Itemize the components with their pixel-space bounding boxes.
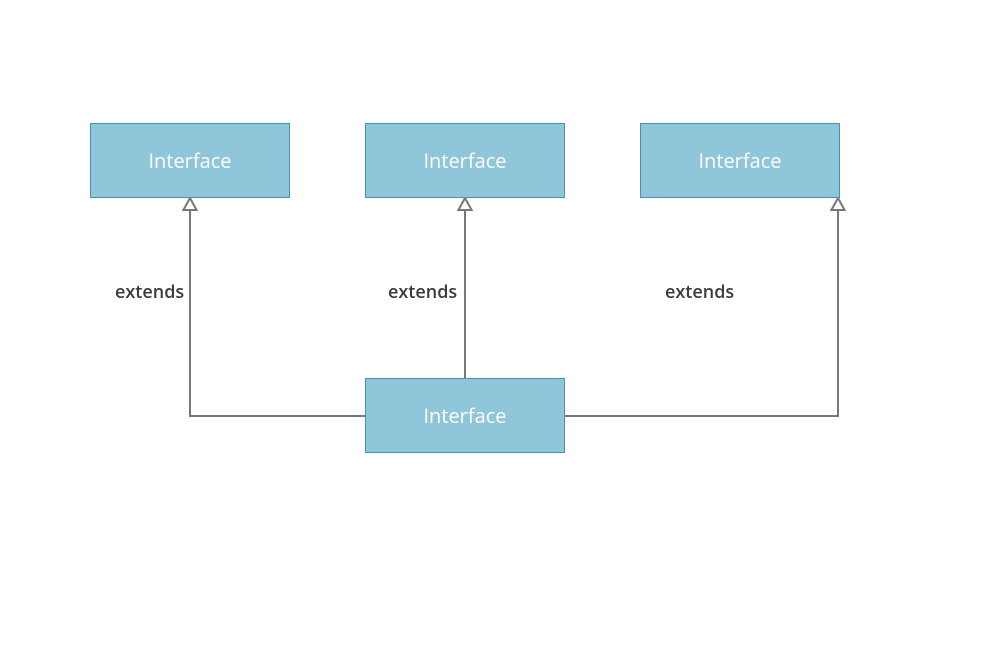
diagram-canvas: Interface Interface Interface Interface … <box>0 0 1000 650</box>
interface-node-top-left: Interface <box>90 123 290 198</box>
interface-node-label: Interface <box>423 402 506 429</box>
interface-node-top-right: Interface <box>640 123 840 198</box>
interface-node-top-center: Interface <box>365 123 565 198</box>
extends-label-center: extends <box>388 280 457 304</box>
extends-label-right: extends <box>665 280 734 304</box>
extends-label-left: extends <box>115 280 184 304</box>
interface-node-label: Interface <box>698 147 781 174</box>
interface-node-label: Interface <box>148 147 231 174</box>
interface-node-label: Interface <box>423 147 506 174</box>
edges-layer <box>0 0 1000 650</box>
interface-node-bottom: Interface <box>365 378 565 453</box>
